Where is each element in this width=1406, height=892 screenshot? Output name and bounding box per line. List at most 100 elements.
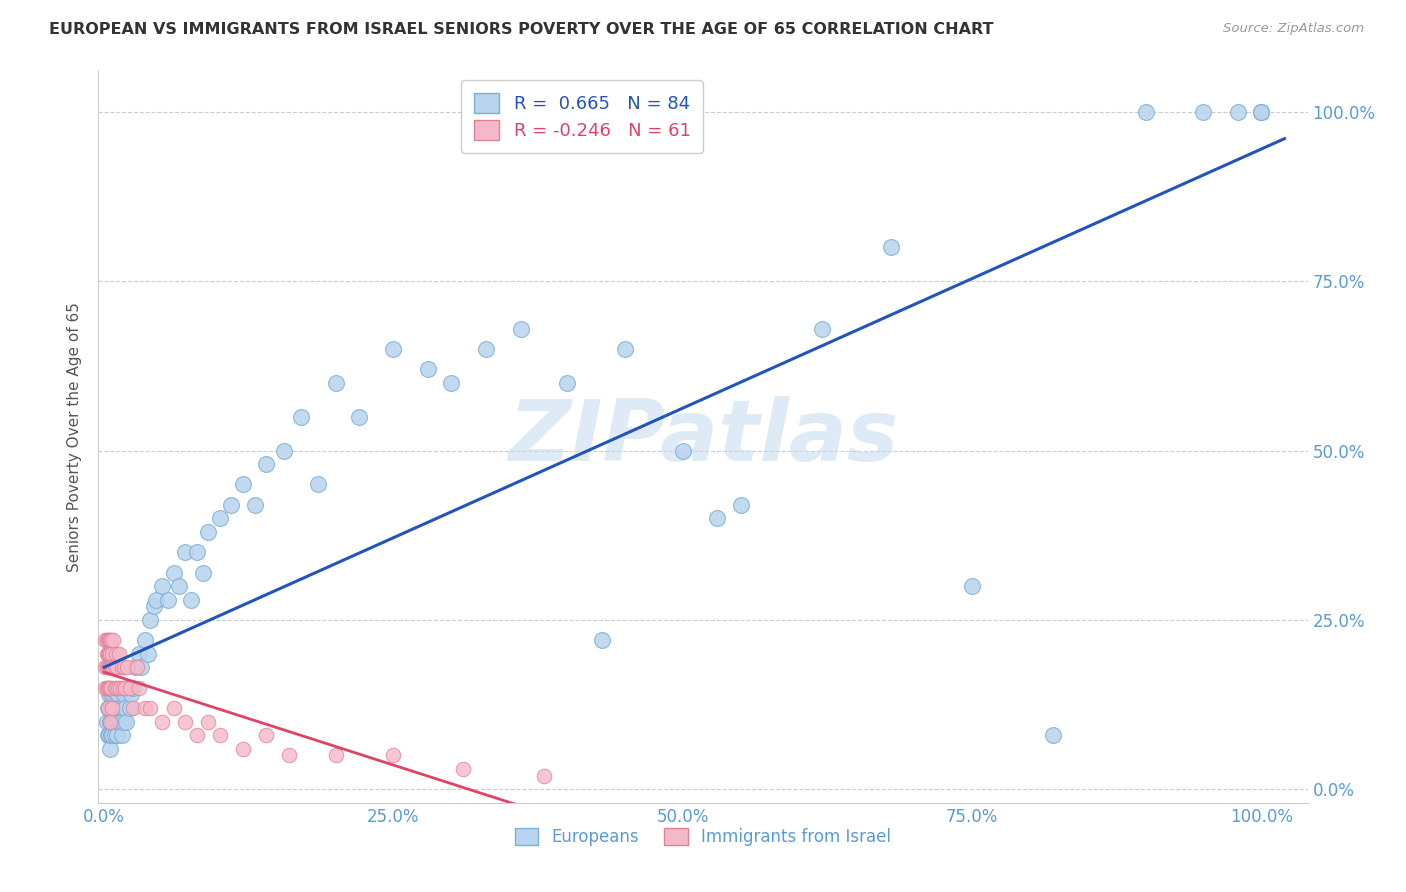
Point (97, 660, 120, 674)
Point (97, 647, 120, 661)
Point (111, 681, 134, 695)
Point (98, 647, 121, 661)
Point (120, 688, 142, 702)
Point (347, 409, 370, 424)
Point (174, 545, 197, 559)
Text: Source: ZipAtlas.com: Source: ZipAtlas.com (1223, 22, 1364, 36)
Point (98, 701, 121, 715)
Point (110, 714, 132, 729)
Point (613, 342, 636, 356)
Point (325, 376, 347, 390)
Point (122, 681, 145, 695)
Point (100, 714, 122, 729)
Point (134, 701, 156, 715)
Point (104, 714, 127, 729)
Point (118, 701, 141, 715)
Point (156, 592, 179, 607)
Point (103, 688, 125, 702)
Point (100, 633, 122, 648)
Point (810, 322, 832, 336)
Point (97, 688, 120, 702)
Point (232, 477, 254, 491)
Point (122, 701, 145, 715)
Point (418, 362, 440, 376)
Point (104, 681, 127, 695)
Point (94, 660, 117, 674)
Text: EUROPEAN VS IMMIGRANTS FROM ISRAEL SENIORS POVERTY OVER THE AGE OF 65 CORRELATIO: EUROPEAN VS IMMIGRANTS FROM ISRAEL SENIO… (49, 22, 994, 37)
Point (533, 769, 555, 783)
Point (960, 579, 983, 593)
Point (101, 728, 124, 742)
Point (110, 660, 132, 674)
Point (104, 681, 127, 695)
Text: ZIPatlas: ZIPatlas (508, 395, 898, 479)
Point (186, 728, 208, 742)
Point (1192, 105, 1215, 120)
Point (162, 566, 184, 580)
Point (382, 748, 405, 763)
Point (107, 681, 129, 695)
Point (208, 511, 231, 525)
Point (134, 633, 156, 648)
Point (129, 660, 152, 674)
Point (110, 728, 132, 742)
Point (112, 688, 135, 702)
Point (110, 681, 132, 695)
Point (139, 613, 162, 627)
Point (509, 322, 531, 336)
Point (162, 701, 184, 715)
Point (97, 701, 120, 715)
Point (101, 714, 124, 729)
Point (100, 728, 122, 742)
Point (139, 701, 162, 715)
Point (145, 592, 167, 607)
Point (880, 240, 903, 254)
Point (107, 688, 129, 702)
Point (191, 566, 214, 580)
Point (307, 477, 329, 491)
Point (117, 681, 139, 695)
Point (117, 660, 139, 674)
Point (100, 681, 122, 695)
Point (97, 660, 120, 674)
Point (101, 701, 124, 715)
Point (103, 660, 125, 674)
Point (186, 545, 208, 559)
Point (382, 342, 405, 356)
Point (105, 701, 128, 715)
Point (591, 633, 613, 648)
Point (104, 728, 127, 742)
Point (150, 714, 173, 729)
Point (96, 681, 118, 695)
Point (97, 633, 120, 648)
Point (169, 579, 191, 593)
Point (440, 376, 463, 390)
Point (208, 728, 231, 742)
Point (197, 524, 219, 539)
Point (103, 633, 125, 648)
Point (97, 647, 120, 661)
Point (100, 660, 122, 674)
Point (128, 647, 150, 661)
Point (125, 660, 148, 674)
Point (114, 701, 136, 715)
Point (114, 681, 136, 695)
Point (94, 633, 117, 648)
Point (98, 633, 121, 648)
Point (104, 688, 127, 702)
Point (111, 714, 134, 729)
Point (143, 599, 166, 614)
Point (475, 342, 498, 356)
Point (100, 688, 122, 702)
Point (104, 660, 127, 674)
Point (1042, 728, 1064, 742)
Point (232, 741, 254, 756)
Point (107, 714, 129, 729)
Point (96, 660, 118, 674)
Point (98, 714, 121, 729)
Point (104, 647, 127, 661)
Legend: Europeans, Immigrants from Israel: Europeans, Immigrants from Israel (509, 822, 897, 853)
Point (101, 647, 124, 661)
Point (101, 701, 124, 715)
Point (98, 660, 121, 674)
